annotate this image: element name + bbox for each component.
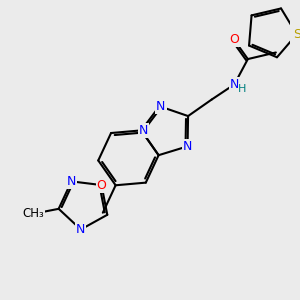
Text: CH₃: CH₃ <box>22 207 44 220</box>
Text: H: H <box>238 84 247 94</box>
Text: N: N <box>67 175 76 188</box>
Text: N: N <box>76 223 86 236</box>
Text: S: S <box>293 28 300 41</box>
Text: N: N <box>139 124 148 137</box>
Text: N: N <box>183 140 192 153</box>
Text: N: N <box>230 78 239 91</box>
Text: O: O <box>230 33 240 46</box>
Text: N: N <box>156 100 166 113</box>
Text: O: O <box>97 178 106 192</box>
